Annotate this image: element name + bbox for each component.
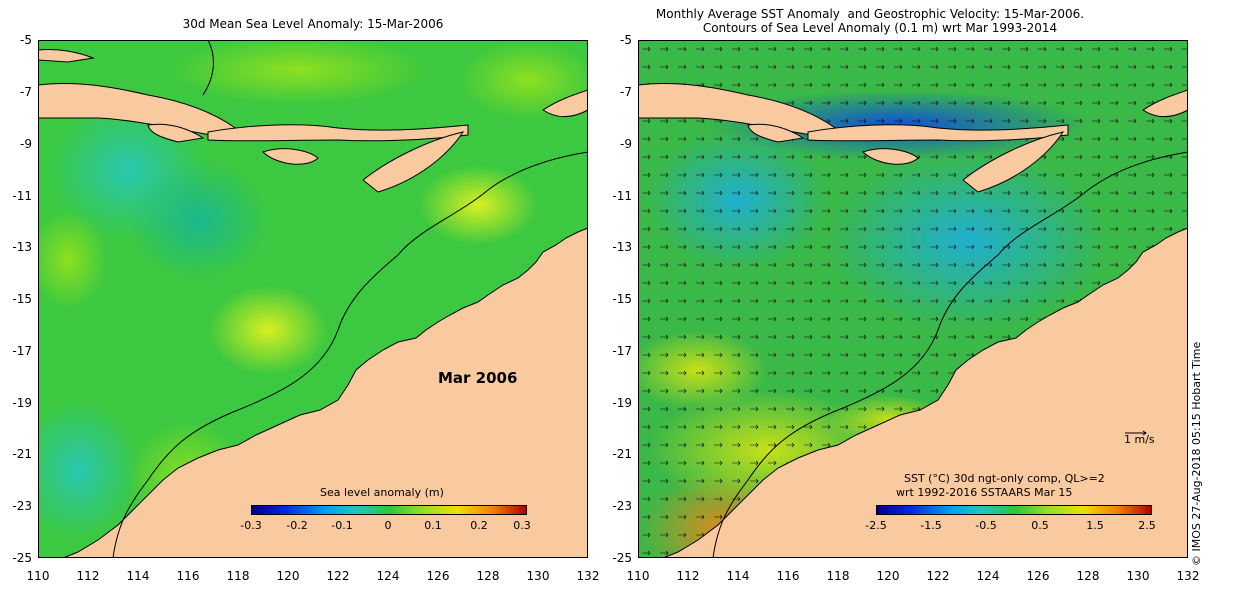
colorbar-label: -0.2 xyxy=(286,519,308,532)
x-tick: 116 xyxy=(176,569,200,583)
x-tick: 112 xyxy=(676,569,700,583)
y-tick: -21 xyxy=(12,447,32,461)
colorbar-label: -1.5 xyxy=(920,519,942,532)
sst-colorbar-title-line2: wrt 1992-2016 SSTAARS Mar 15 xyxy=(896,486,1073,499)
sst-colorbar xyxy=(876,505,1152,515)
x-tick: 126 xyxy=(426,569,450,583)
y-tick: -7 xyxy=(620,85,632,99)
sla-colorbar xyxy=(251,505,527,515)
x-tick: 132 xyxy=(1176,569,1200,583)
y-tick: -17 xyxy=(612,344,632,358)
y-tick: -11 xyxy=(612,189,632,203)
x-tick: 120 xyxy=(876,569,900,583)
y-tick: -7 xyxy=(20,85,32,99)
x-tick: 110 xyxy=(26,569,50,583)
x-tick: 130 xyxy=(526,569,550,583)
left-panel-title: 30d Mean Sea Level Anomaly: 15-Mar-2006 xyxy=(182,17,444,31)
y-tick: -17 xyxy=(12,344,32,358)
x-tick: 112 xyxy=(76,569,100,583)
y-tick: -15 xyxy=(612,292,632,306)
y-tick: -23 xyxy=(12,499,32,513)
x-tick: 118 xyxy=(226,569,250,583)
colorbar-label: -2.5 xyxy=(865,519,887,532)
x-tick: 118 xyxy=(826,569,850,583)
colorbar-label: 0.5 xyxy=(1031,519,1049,532)
y-tick: -13 xyxy=(612,240,632,254)
y-tick: -23 xyxy=(612,499,632,513)
colorbar-label: 1.5 xyxy=(1086,519,1104,532)
x-tick: 124 xyxy=(376,569,400,583)
colorbar-label: 0.2 xyxy=(470,519,488,532)
velocity-scale-label: 1 m/s xyxy=(1124,433,1155,446)
colorbar-label: -0.3 xyxy=(240,519,262,532)
x-tick: 120 xyxy=(276,569,300,583)
x-tick: 114 xyxy=(726,569,750,583)
x-tick: 124 xyxy=(976,569,1000,583)
y-tick: -9 xyxy=(20,137,32,151)
x-tick: 132 xyxy=(576,569,600,583)
imos-credit: © IMOS 27-Aug-2018 05:15 Hobart Time xyxy=(1190,341,1203,566)
y-tick: -19 xyxy=(12,396,32,410)
y-tick: -9 xyxy=(620,137,632,151)
sst-map xyxy=(638,40,1188,558)
month-label: Mar 2006 xyxy=(438,369,518,387)
x-tick: 116 xyxy=(776,569,800,583)
y-tick: -19 xyxy=(612,396,632,410)
y-tick: -5 xyxy=(20,33,32,47)
x-tick: 128 xyxy=(476,569,500,583)
y-tick: -15 xyxy=(12,292,32,306)
x-tick: 122 xyxy=(926,569,950,583)
x-tick: 110 xyxy=(626,569,650,583)
sst-colorbar-title-line1: SST (°C) 30d ngt-only comp, QL>=2 xyxy=(904,472,1105,485)
x-tick: 128 xyxy=(1076,569,1100,583)
colorbar-label: 2.5 xyxy=(1138,519,1156,532)
right-panel-title-line1: Monthly Average SST Anomaly and Geostrop… xyxy=(655,7,1085,21)
velocity-scale-arrow xyxy=(1125,430,1147,436)
y-tick: -5 xyxy=(620,33,632,47)
x-tick: 130 xyxy=(1126,569,1150,583)
x-tick: 126 xyxy=(1026,569,1050,583)
colorbar-label: 0.1 xyxy=(424,519,442,532)
y-tick: -11 xyxy=(12,189,32,203)
sla-colorbar-title: Sea level anomaly (m) xyxy=(320,486,444,499)
y-tick: -25 xyxy=(12,551,32,565)
y-tick: -21 xyxy=(612,447,632,461)
colorbar-label: 0 xyxy=(384,519,392,532)
sst-map-frame xyxy=(638,40,1188,558)
colorbar-label: -0.5 xyxy=(975,519,997,532)
sla-map-frame xyxy=(38,40,588,558)
y-tick: -25 xyxy=(612,551,632,565)
colorbar-label: 0.3 xyxy=(513,519,531,532)
x-tick: 114 xyxy=(126,569,150,583)
sla-map xyxy=(38,40,588,558)
x-tick: 122 xyxy=(326,569,350,583)
right-panel-title-line2: Contours of Sea Level Anomaly (0.1 m) wr… xyxy=(702,21,1058,35)
colorbar-label: -0.1 xyxy=(331,519,353,532)
y-tick: -13 xyxy=(12,240,32,254)
